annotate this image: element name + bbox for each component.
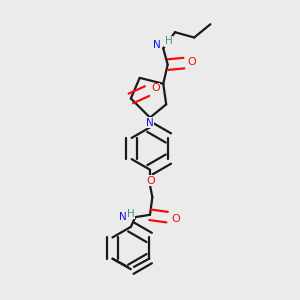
Text: H: H (165, 36, 172, 46)
Text: O: O (171, 214, 180, 224)
Text: O: O (146, 176, 155, 186)
Text: N: N (119, 212, 127, 222)
Text: O: O (188, 57, 197, 67)
Text: N: N (153, 40, 160, 50)
Text: N: N (146, 118, 154, 128)
Text: O: O (151, 83, 160, 93)
Text: H: H (127, 208, 135, 219)
